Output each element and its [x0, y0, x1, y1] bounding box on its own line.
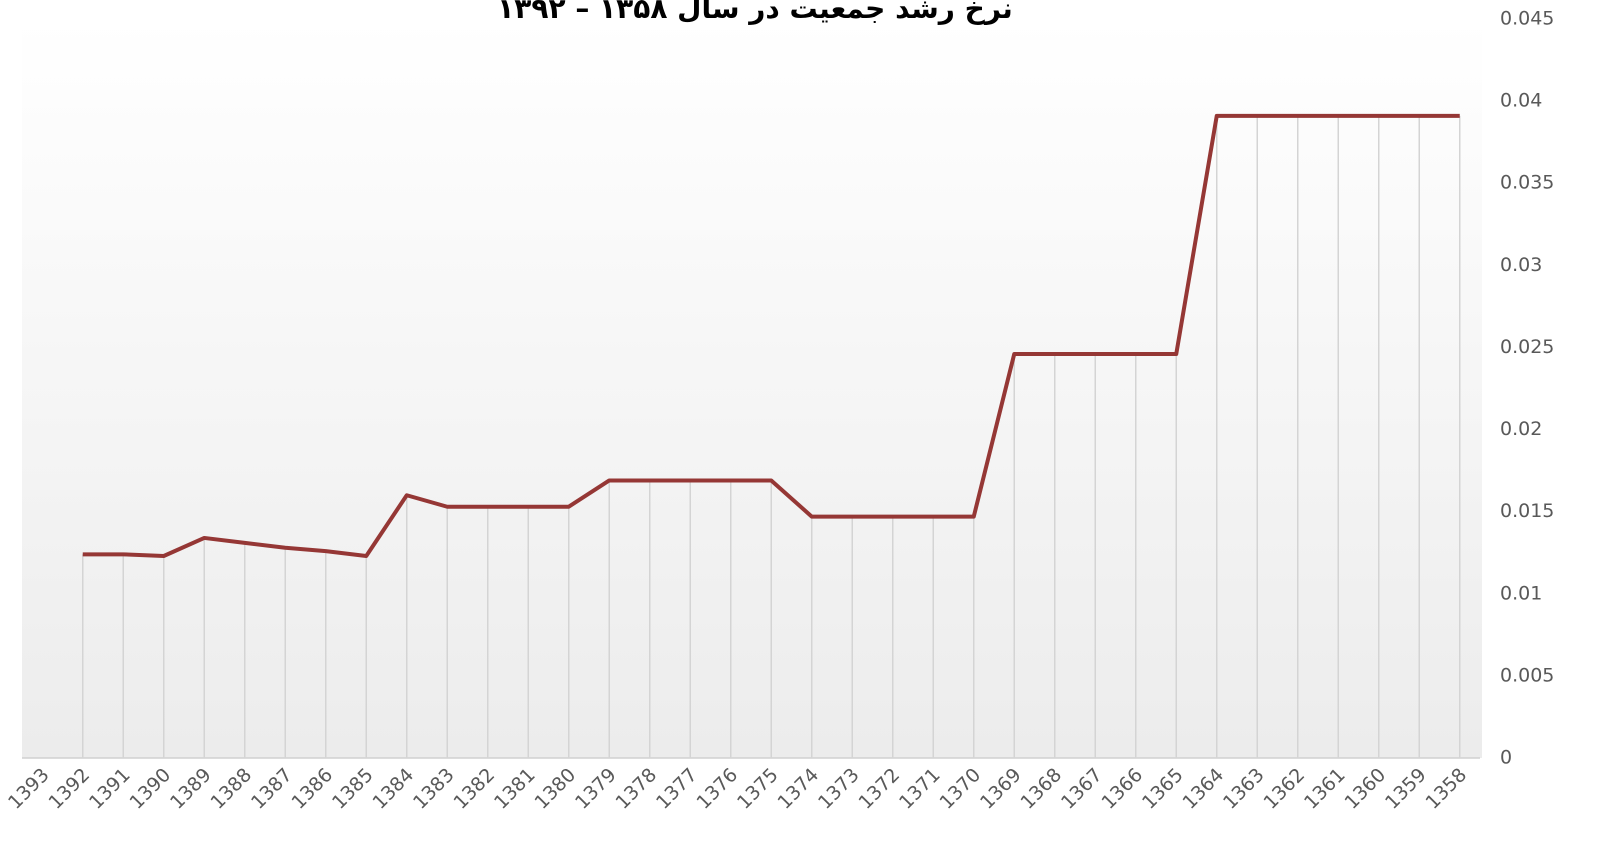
x-tick-label: 1374: [773, 764, 823, 814]
x-tick-label: 1388: [206, 764, 256, 814]
x-tick-label: 1361: [1300, 764, 1350, 814]
x-tick-label: 1387: [247, 764, 297, 814]
x-tick-label: 1369: [976, 764, 1026, 814]
y-tick-label: 0.045: [1500, 8, 1554, 30]
x-tick-label: 1379: [571, 764, 621, 814]
y-tick-label: 0.035: [1500, 172, 1554, 194]
y-tick-label: 0.01: [1500, 582, 1542, 604]
x-tick-label: 1393: [4, 764, 54, 814]
chart-title: نرخ رشد جمعیت در سال ۱۳۵۸ – ۱۳۹۲: [497, 0, 1013, 25]
x-tick-label: 1386: [287, 764, 337, 814]
x-tick-label: 1382: [449, 764, 499, 814]
y-tick-label: 0.04: [1500, 90, 1542, 112]
x-tick-label: 1371: [895, 764, 945, 814]
y-tick-label: 0.025: [1500, 336, 1554, 358]
y-tick-label: 0.015: [1500, 500, 1554, 522]
x-tick-label: 1363: [1219, 764, 1269, 814]
y-tick-label: 0.005: [1500, 664, 1554, 686]
x-tick-label: 1373: [814, 764, 864, 814]
x-tick-label: 1389: [166, 764, 216, 814]
x-tick-label: 1375: [733, 764, 783, 814]
x-tick-label: 1392: [44, 764, 94, 814]
x-tick-label: 1372: [854, 764, 904, 814]
x-tick-label: 1383: [409, 764, 459, 814]
x-tick-label: 1364: [1178, 764, 1228, 814]
x-tick-label: 1366: [1097, 764, 1147, 814]
x-tick-label: 1358: [1421, 764, 1471, 814]
series-line: [82, 113, 1460, 559]
x-tick-label: 1362: [1259, 764, 1309, 814]
x-tick-label: 1391: [85, 764, 135, 814]
y-tick-label: 0.02: [1500, 418, 1542, 440]
x-tick-label: 1365: [1138, 764, 1188, 814]
x-tick-label: 1370: [935, 764, 985, 814]
x-tick-label: 1367: [1057, 764, 1107, 814]
y-tick-label: 0: [1500, 747, 1512, 769]
plot-background: [22, 19, 1482, 758]
x-tick-label: 1378: [611, 764, 661, 814]
x-tick-label: 1368: [1016, 764, 1066, 814]
x-tick-label: 1385: [328, 764, 378, 814]
x-tick-label: 1380: [530, 764, 580, 814]
x-tick-label: 1384: [368, 764, 418, 814]
x-tick-label: 1381: [490, 764, 540, 814]
x-tick-label: 1359: [1381, 764, 1431, 814]
x-tick-label: 1360: [1340, 764, 1390, 814]
x-tick-label: 1376: [692, 764, 742, 814]
x-tick-label: 1377: [652, 764, 702, 814]
y-tick-label: 0.03: [1500, 254, 1542, 276]
x-tick-label: 1390: [125, 764, 175, 814]
